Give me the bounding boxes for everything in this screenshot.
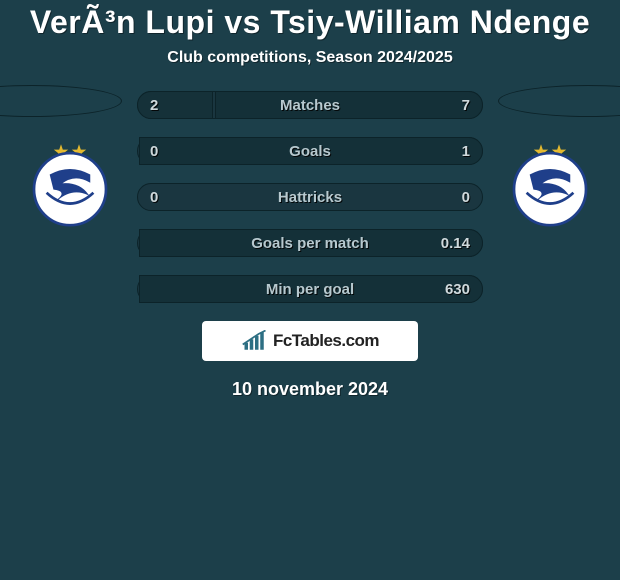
shadow-oval-right bbox=[498, 85, 620, 117]
page-title: VerÃ³n Lupi vs Tsiy-William Ndenge bbox=[0, 0, 620, 41]
stat-row: Goals per match 0.14 bbox=[137, 229, 483, 257]
stat-value-right: 7 bbox=[450, 92, 482, 118]
stat-value-right: 1 bbox=[450, 138, 482, 164]
stat-value-right: 0 bbox=[450, 184, 482, 210]
stat-row: Min per goal 630 bbox=[137, 275, 483, 303]
stat-value-left: 2 bbox=[138, 92, 170, 118]
club-badge-right bbox=[505, 137, 595, 227]
stat-value-right: 630 bbox=[433, 276, 482, 302]
stat-label: Goals bbox=[289, 143, 331, 160]
page-subtitle: Club competitions, Season 2024/2025 bbox=[0, 49, 620, 67]
date-label: 10 november 2024 bbox=[0, 379, 620, 400]
stat-value-left: 0 bbox=[138, 138, 170, 164]
club-logo-icon bbox=[25, 137, 115, 227]
stat-value-right: 0.14 bbox=[429, 230, 482, 256]
club-badge-left bbox=[25, 137, 115, 227]
stat-label: Matches bbox=[280, 97, 340, 114]
stat-label: Goals per match bbox=[251, 235, 369, 252]
stat-fill-right bbox=[215, 91, 483, 119]
brand-text: FcTables.com bbox=[273, 331, 379, 351]
stat-row: 2 Matches 7 bbox=[137, 91, 483, 119]
stat-rows: 2 Matches 7 0 Goals 1 0 Hattricks 0 Goals per mat… bbox=[137, 91, 483, 303]
stat-row: 0 Goals 1 bbox=[137, 137, 483, 165]
brand-chart-icon bbox=[241, 330, 269, 352]
stat-row: 0 Hattricks 0 bbox=[137, 183, 483, 211]
stat-value-left bbox=[138, 276, 162, 302]
club-logo-icon bbox=[505, 137, 595, 227]
stat-label: Min per goal bbox=[266, 281, 354, 298]
shadow-oval-left bbox=[0, 85, 122, 117]
stat-label: Hattricks bbox=[278, 189, 342, 206]
brand-box: FcTables.com bbox=[202, 321, 418, 361]
comparison-arena: 2 Matches 7 0 Goals 1 0 Hattricks 0 Goals per mat… bbox=[0, 91, 620, 400]
stat-value-left: 0 bbox=[138, 184, 170, 210]
stat-value-left bbox=[138, 230, 162, 256]
